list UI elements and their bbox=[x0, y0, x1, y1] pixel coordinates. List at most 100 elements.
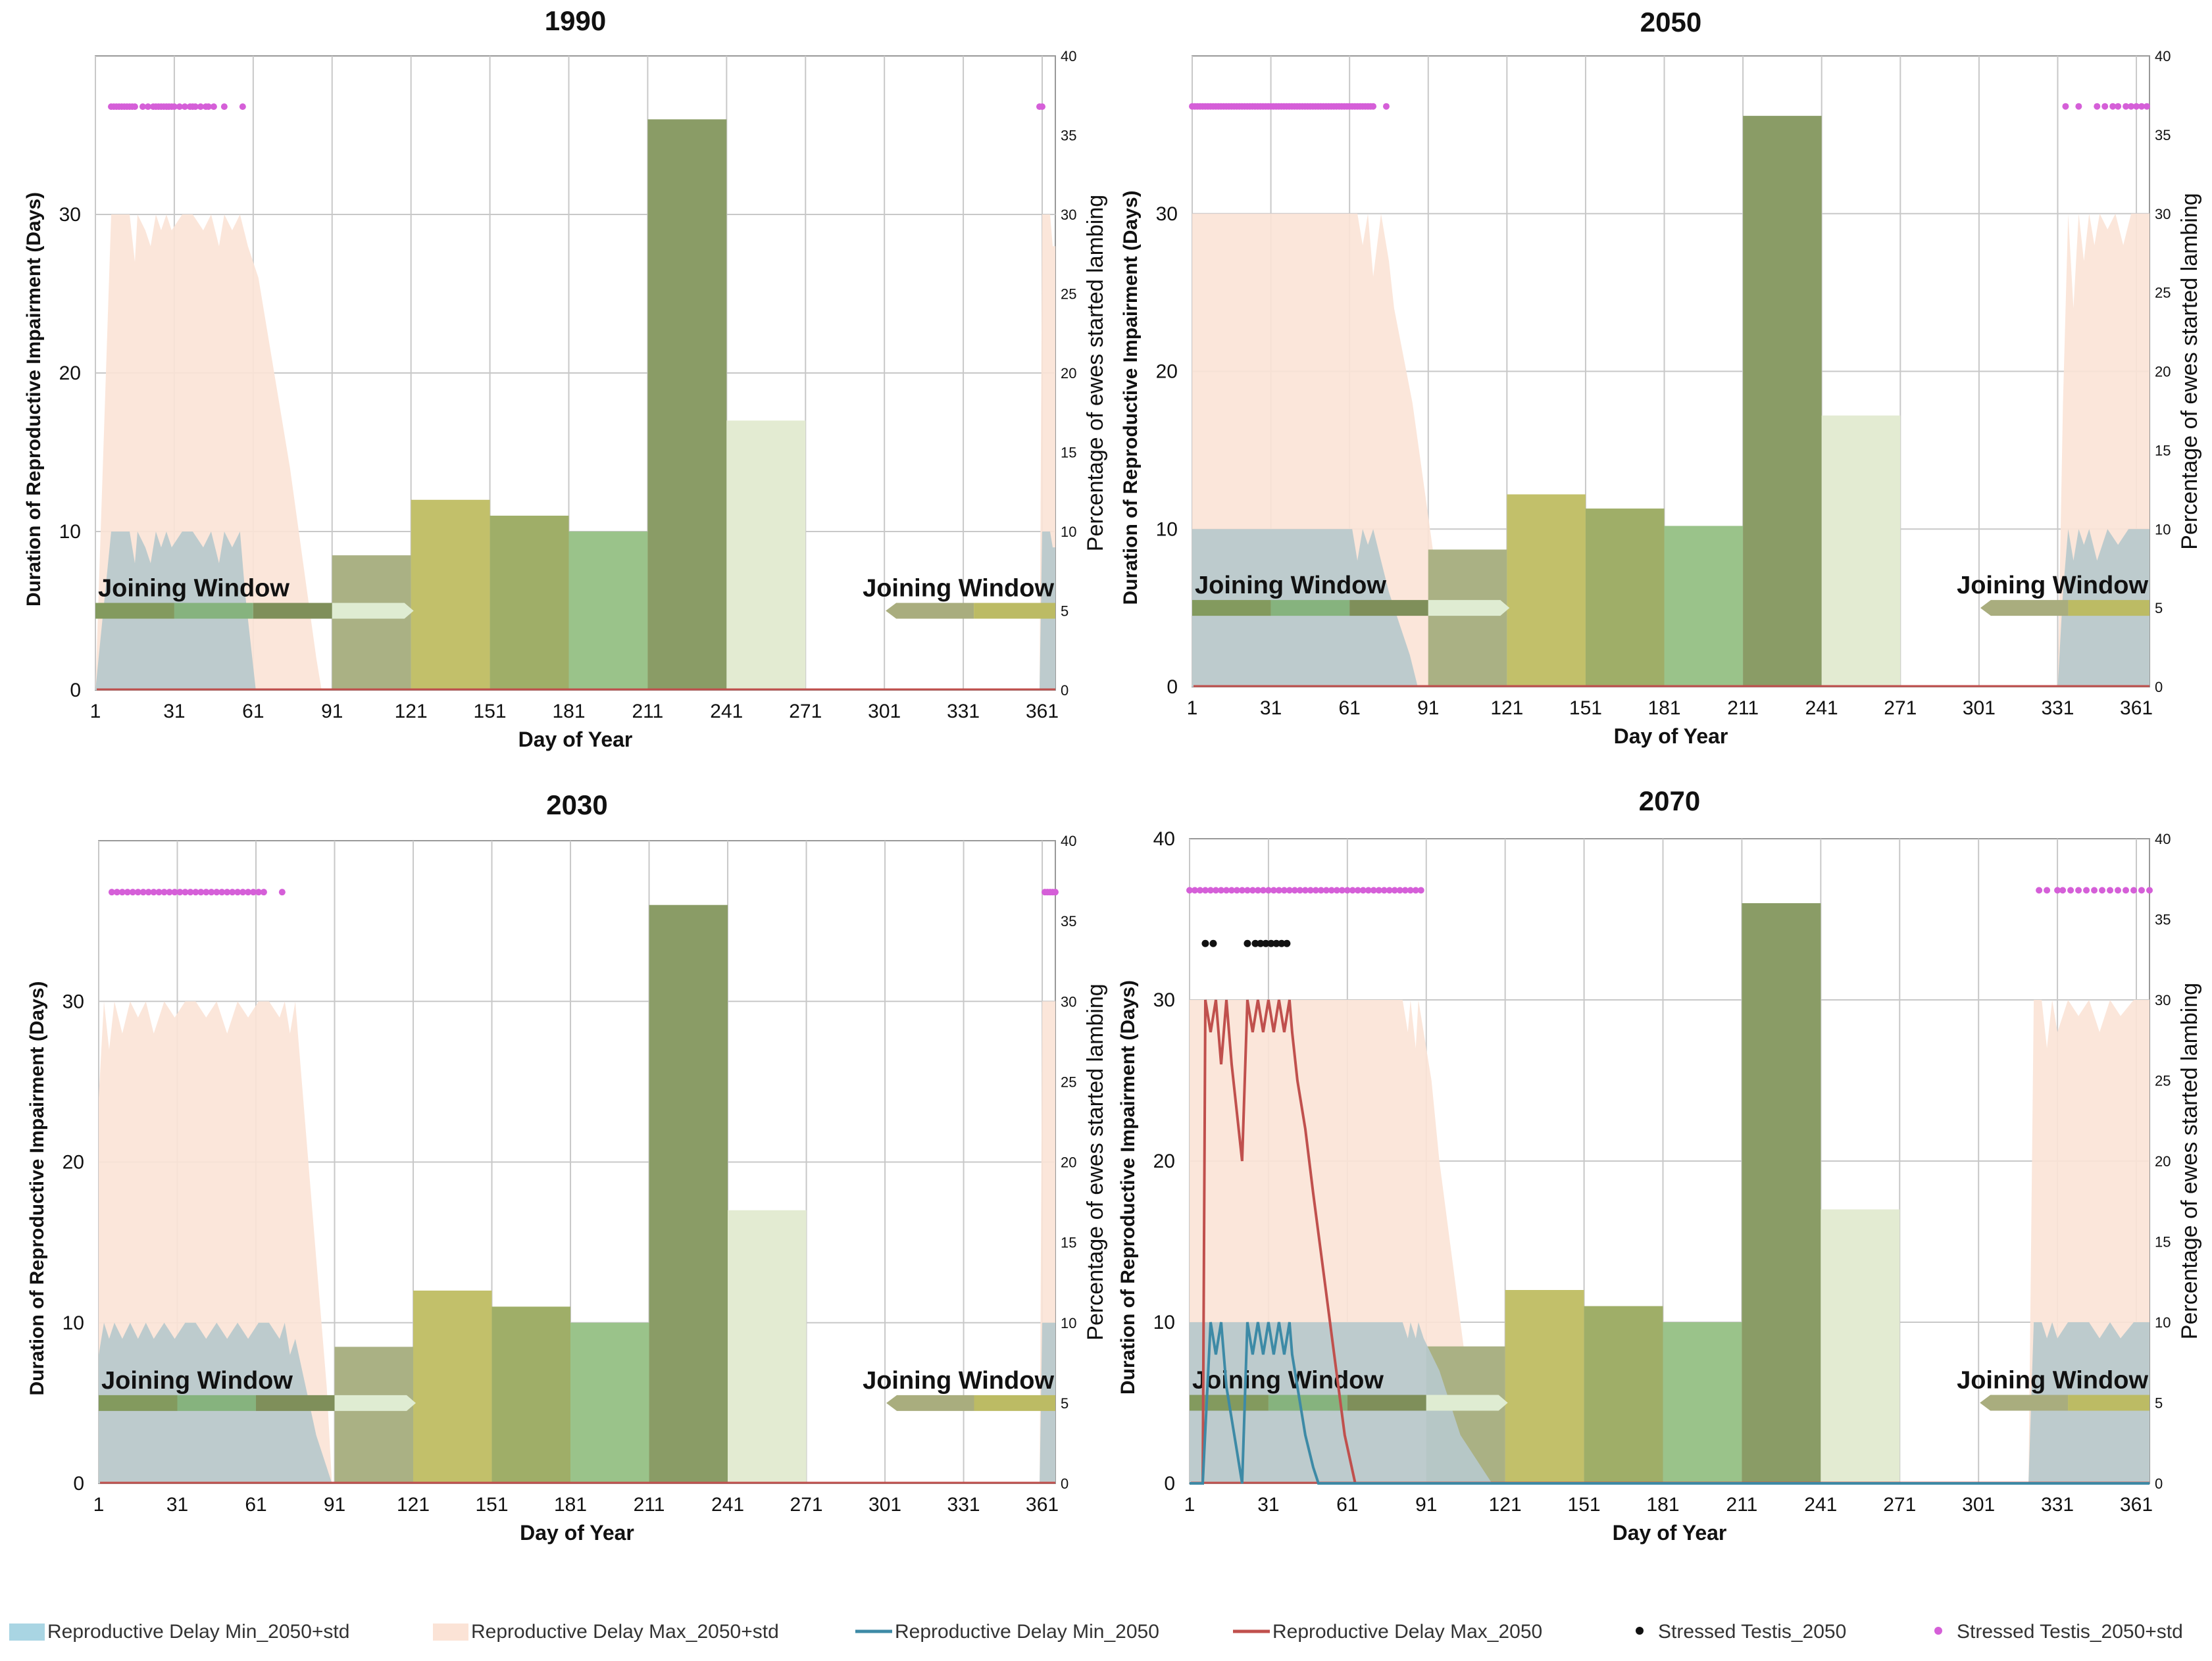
joining-window-label: Joining Window bbox=[1195, 572, 1386, 599]
stressed-testis-std-point bbox=[2101, 103, 2109, 110]
lambing-bar bbox=[1585, 508, 1665, 687]
y2-tick-label: 20 bbox=[2155, 1153, 2171, 1170]
y2-tick-label: 5 bbox=[2155, 1395, 2163, 1412]
legend-swatch bbox=[9, 1624, 45, 1641]
joining-window-segment bbox=[1270, 600, 1350, 616]
stressed-testis-std-point bbox=[1344, 887, 1351, 894]
stressed-testis-std-point bbox=[205, 103, 212, 111]
x-axis-label: Day of Year bbox=[1613, 1521, 1727, 1545]
x-tick-label: 181 bbox=[554, 1494, 587, 1516]
lambing-bar bbox=[1584, 1306, 1663, 1483]
stressed-testis-std-point bbox=[2059, 887, 2067, 894]
y2-tick-label: 10 bbox=[2155, 521, 2171, 537]
x-tick-label: 271 bbox=[1884, 697, 1917, 719]
stressed-testis-std-point bbox=[1275, 887, 1282, 894]
y2-tick-label: 15 bbox=[1061, 1235, 1076, 1251]
joining-window: Joining Window bbox=[1957, 1367, 2149, 1411]
stressed-testis-std-point bbox=[1312, 887, 1319, 894]
y-axis-label: Duration of Reproductive Impairment (Day… bbox=[1120, 190, 1142, 605]
stressed-testis-std-point bbox=[2109, 103, 2117, 110]
y2-tick-label: 40 bbox=[1061, 833, 1076, 849]
stressed-testis-std-point bbox=[150, 889, 157, 896]
stressed-testis-std-point bbox=[1296, 887, 1303, 894]
lambing-bar bbox=[490, 515, 569, 690]
x-tick-label: 121 bbox=[395, 701, 428, 722]
legend-label: Stressed Testis_2050 bbox=[1658, 1621, 1846, 1643]
stressed-testis-std-point bbox=[1382, 103, 1390, 110]
stressed-testis-std-point bbox=[1396, 887, 1403, 894]
stressed-testis-std-point bbox=[2123, 103, 2130, 110]
x-tick-label: 1 bbox=[93, 1494, 105, 1516]
x-tick-label: 1 bbox=[90, 701, 101, 722]
stressed-testis-std-point bbox=[139, 889, 147, 896]
x-tick-label: 91 bbox=[324, 1494, 345, 1516]
stressed-testis-std-point bbox=[181, 103, 188, 111]
legend-label: Reproductive Delay Min_2050+std bbox=[47, 1621, 349, 1643]
joining-window-label: Joining Window bbox=[98, 575, 289, 603]
y2-tick-label: 35 bbox=[2155, 127, 2171, 143]
legend-item: Reproductive Delay Min_2050 bbox=[855, 1621, 1159, 1643]
x-tick-label: 61 bbox=[245, 1494, 266, 1516]
stressed-testis-std-point bbox=[1301, 887, 1309, 894]
y2-tick-label: 0 bbox=[1061, 682, 1068, 699]
stressed-testis-std-point bbox=[1291, 887, 1298, 894]
joining-window-label: Joining Window bbox=[1957, 572, 2148, 599]
stressed-testis-std-point bbox=[1333, 887, 1340, 894]
x-tick-label: 241 bbox=[1805, 697, 1838, 719]
joining-window-segment bbox=[2068, 600, 2149, 616]
stressed-testis-std-point bbox=[1386, 887, 1393, 894]
stressed-testis-std-point bbox=[1259, 887, 1267, 894]
lambing-bar bbox=[1821, 1209, 1900, 1483]
stressed-testis-std-point bbox=[1233, 887, 1240, 894]
y2-axis-label: Percentage of ewes started lambing bbox=[2177, 193, 2202, 549]
x-tick-label: 301 bbox=[1962, 1494, 1995, 1516]
legend-item: Stressed Testis_2050+std bbox=[1934, 1621, 2183, 1643]
stressed-testis-std-point bbox=[1338, 887, 1345, 894]
stressed-testis-std-point bbox=[2044, 887, 2051, 894]
stressed-testis-std-point bbox=[1359, 887, 1367, 894]
stressed-testis-point bbox=[1262, 939, 1270, 947]
stressed-testis-std-point bbox=[224, 889, 231, 896]
stressed-testis-std-point bbox=[1328, 887, 1335, 894]
y2-tick-label: 0 bbox=[1061, 1475, 1068, 1492]
x-tick-label: 61 bbox=[1336, 1494, 1358, 1516]
chart-panel-2030: Joining Window Joining Window 1 31 61 91 121 15… bbox=[26, 789, 1108, 1545]
stressed-testis-std-point bbox=[1401, 887, 1409, 894]
lambing-bar bbox=[1507, 494, 1586, 687]
y-tick-label: 30 bbox=[1153, 989, 1175, 1011]
x-axis-label: Day of Year bbox=[518, 728, 633, 751]
y2-tick-label: 20 bbox=[1061, 365, 1076, 382]
x-tick-label: 91 bbox=[321, 701, 343, 722]
stressed-testis-std-point bbox=[1417, 887, 1424, 894]
stressed-testis-std-point bbox=[2091, 887, 2098, 894]
stressed-testis-std-point bbox=[2094, 103, 2101, 110]
stressed-testis-std-point bbox=[250, 889, 257, 896]
y2-tick-label: 20 bbox=[2155, 364, 2171, 380]
lambing-bar bbox=[1664, 526, 1744, 687]
stressed-testis-std-point bbox=[1265, 887, 1272, 894]
chart-panel-2070: Joining Window Joining Window 1 31 61 91 121 15… bbox=[1117, 785, 2202, 1545]
x-tick-label: 211 bbox=[634, 1494, 665, 1516]
joining-window-label: Joining Window bbox=[1957, 1367, 2148, 1395]
stressed-testis-std-point bbox=[2107, 887, 2114, 894]
stressed-testis-std-point bbox=[139, 103, 146, 111]
x-tick-label: 151 bbox=[474, 701, 507, 722]
legend-label: Stressed Testis_2050+std bbox=[1957, 1621, 2183, 1643]
stressed-testis-std-point bbox=[220, 103, 228, 111]
stressed-testis-std-point bbox=[245, 889, 252, 896]
stressed-testis-std-point bbox=[131, 103, 138, 111]
x-tick-label: 181 bbox=[552, 701, 585, 722]
stressed-testis-std-point bbox=[182, 889, 189, 896]
lambing-bar bbox=[649, 905, 728, 1483]
stressed-testis-std-point bbox=[1244, 887, 1251, 894]
y-tick-label: 30 bbox=[1156, 203, 1178, 225]
y-tick-label: 10 bbox=[59, 521, 81, 543]
legend-label: Reproductive Delay Max_2050+std bbox=[471, 1621, 779, 1643]
chart-panel-1990: Joining Window Joining Window 1 31 61 91 121 15… bbox=[23, 5, 1108, 751]
y-tick-label: 30 bbox=[63, 991, 84, 1012]
y2-tick-label: 20 bbox=[1061, 1154, 1076, 1171]
stressed-testis-point bbox=[1244, 939, 1251, 947]
stressed-testis-std-point bbox=[208, 889, 215, 896]
stressed-testis-std-point bbox=[2062, 103, 2069, 110]
stressed-testis-std-point bbox=[1354, 887, 1361, 894]
